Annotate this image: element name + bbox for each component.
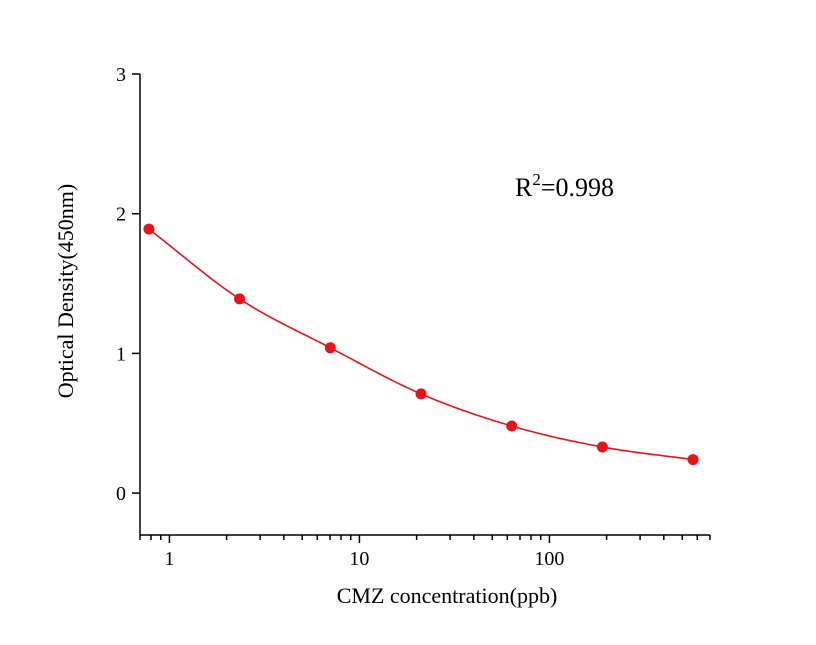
y-tick-label: 0: [116, 483, 126, 505]
data-point: [506, 420, 518, 432]
x-tick-label: 10: [349, 548, 369, 570]
x-tick-label: 100: [534, 548, 564, 570]
y-axis-title: Optical Density(450nm): [53, 184, 78, 398]
r-squared-main: R: [515, 173, 533, 202]
data-point: [415, 388, 427, 400]
data-point: [324, 342, 336, 354]
y-ticks: 0 1 2 3: [116, 64, 140, 505]
data-point: [596, 441, 608, 453]
y-tick-label: 3: [116, 64, 126, 86]
data-points: [143, 223, 699, 466]
data-point: [234, 293, 246, 305]
r-squared-superscript: 2: [532, 170, 541, 189]
r-squared-value: =0.998: [541, 173, 614, 202]
x-axis-title: CMZ concentration(ppb): [337, 583, 558, 608]
fit-curve: [148, 228, 694, 461]
data-point: [143, 223, 155, 235]
x-tick-label: 1: [164, 548, 174, 570]
y-tick-label: 2: [116, 204, 126, 226]
y-tick-label: 1: [116, 343, 126, 365]
r-squared-annotation: R2=0.998: [515, 170, 614, 202]
axes: [139, 74, 710, 536]
data-point: [687, 454, 699, 466]
x-ticks: 1 10 100: [139, 535, 711, 570]
